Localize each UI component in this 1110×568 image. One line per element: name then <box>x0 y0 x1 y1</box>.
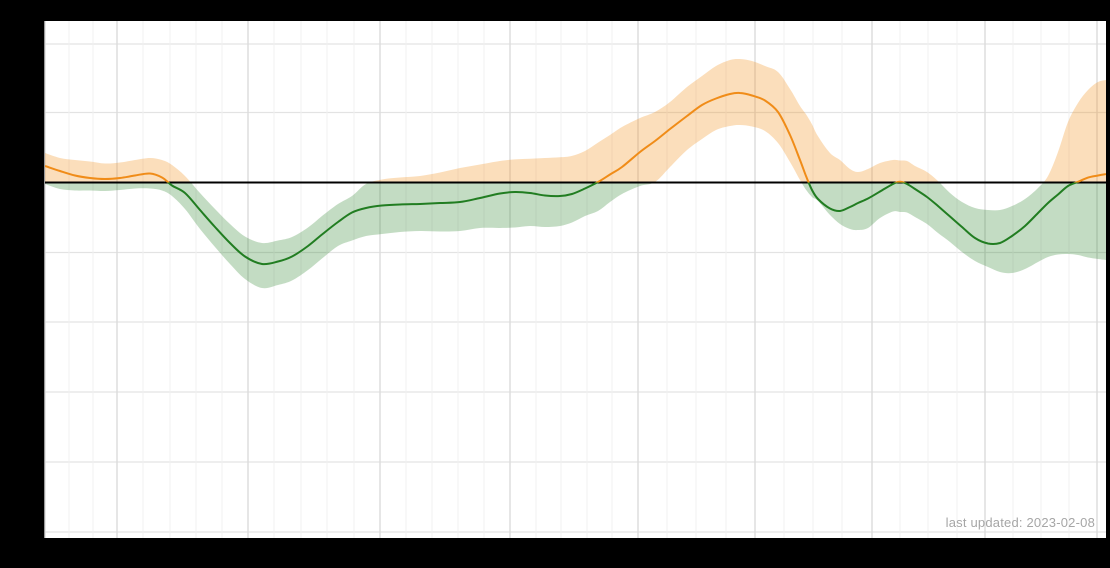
last-updated-label: last updated: 2023-02-08 <box>945 515 1095 530</box>
